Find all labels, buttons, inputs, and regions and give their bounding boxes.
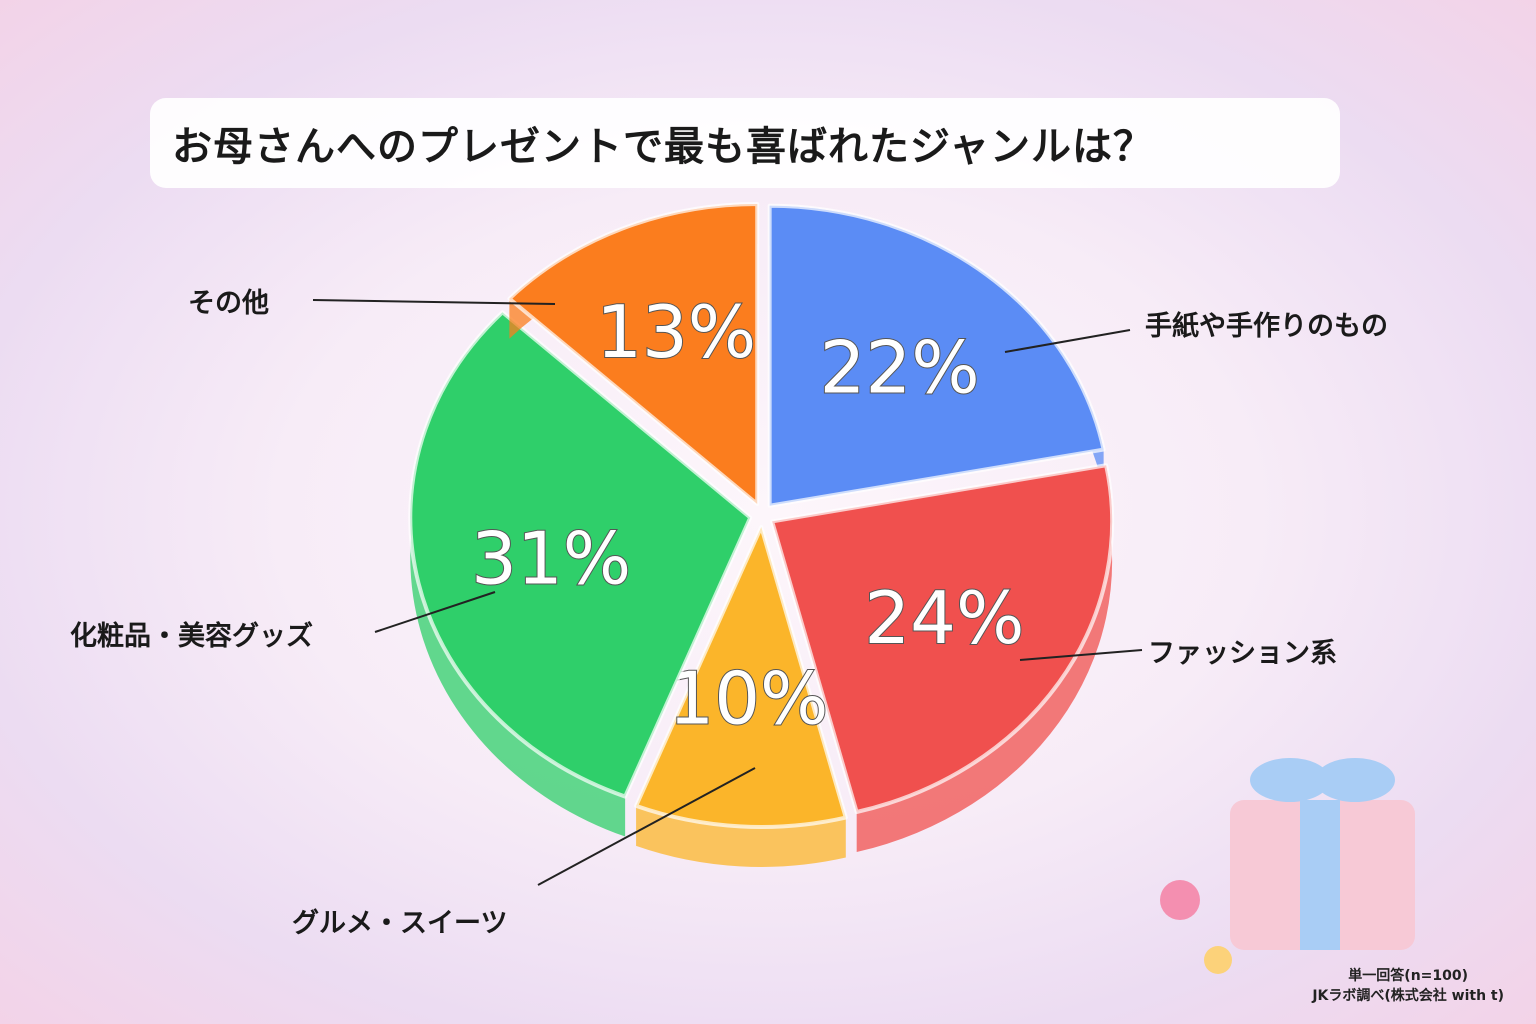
pie-slice [408,310,753,799]
data-label: 22% [820,325,980,409]
leader-line [1019,649,1143,661]
flower-icon [1204,946,1232,974]
pie-slice [770,463,1115,815]
pie-slice [507,201,760,506]
leader-line [1004,329,1131,353]
chart-title: お母さんへのプレゼントで最も喜ばれたジャンルは？ [172,124,1154,170]
footnote-source: JKラボ調べ(株式会社 with t) [1312,988,1504,1004]
data-label: 10% [668,656,828,740]
pie-slice-side [410,312,626,837]
leader-line [312,299,556,305]
gift-bow-icon [1250,758,1330,802]
leader-line [374,591,496,633]
category-label: ファッション系 [1148,638,1337,669]
data-label: 24% [864,576,1024,660]
data-label: 13% [596,290,756,374]
category-label: その他 [188,288,269,319]
flower-icon [1160,880,1200,920]
footnote: 単一回答(n=100) JKラボ調べ(株式会社 with t) [1312,966,1504,1006]
category-label: グルメ・スイーツ [292,907,507,939]
pie-slice-side [856,465,1113,853]
pie-slice [767,203,1106,508]
gift-ribbon [1300,800,1340,950]
gift-bow-icon [1315,758,1395,802]
footnote-sample: 単一回答(n=100) [1348,968,1469,984]
category-label: 化粧品・美容グッズ [70,620,313,652]
title-box: お母さんへのプレゼントで最も喜ばれたジャンルは？ [150,98,1340,188]
leader-line [537,767,756,886]
data-label: 31% [471,516,631,600]
category-label: 手紙や手作りのもの [1145,310,1388,342]
pie-slice [634,524,848,829]
